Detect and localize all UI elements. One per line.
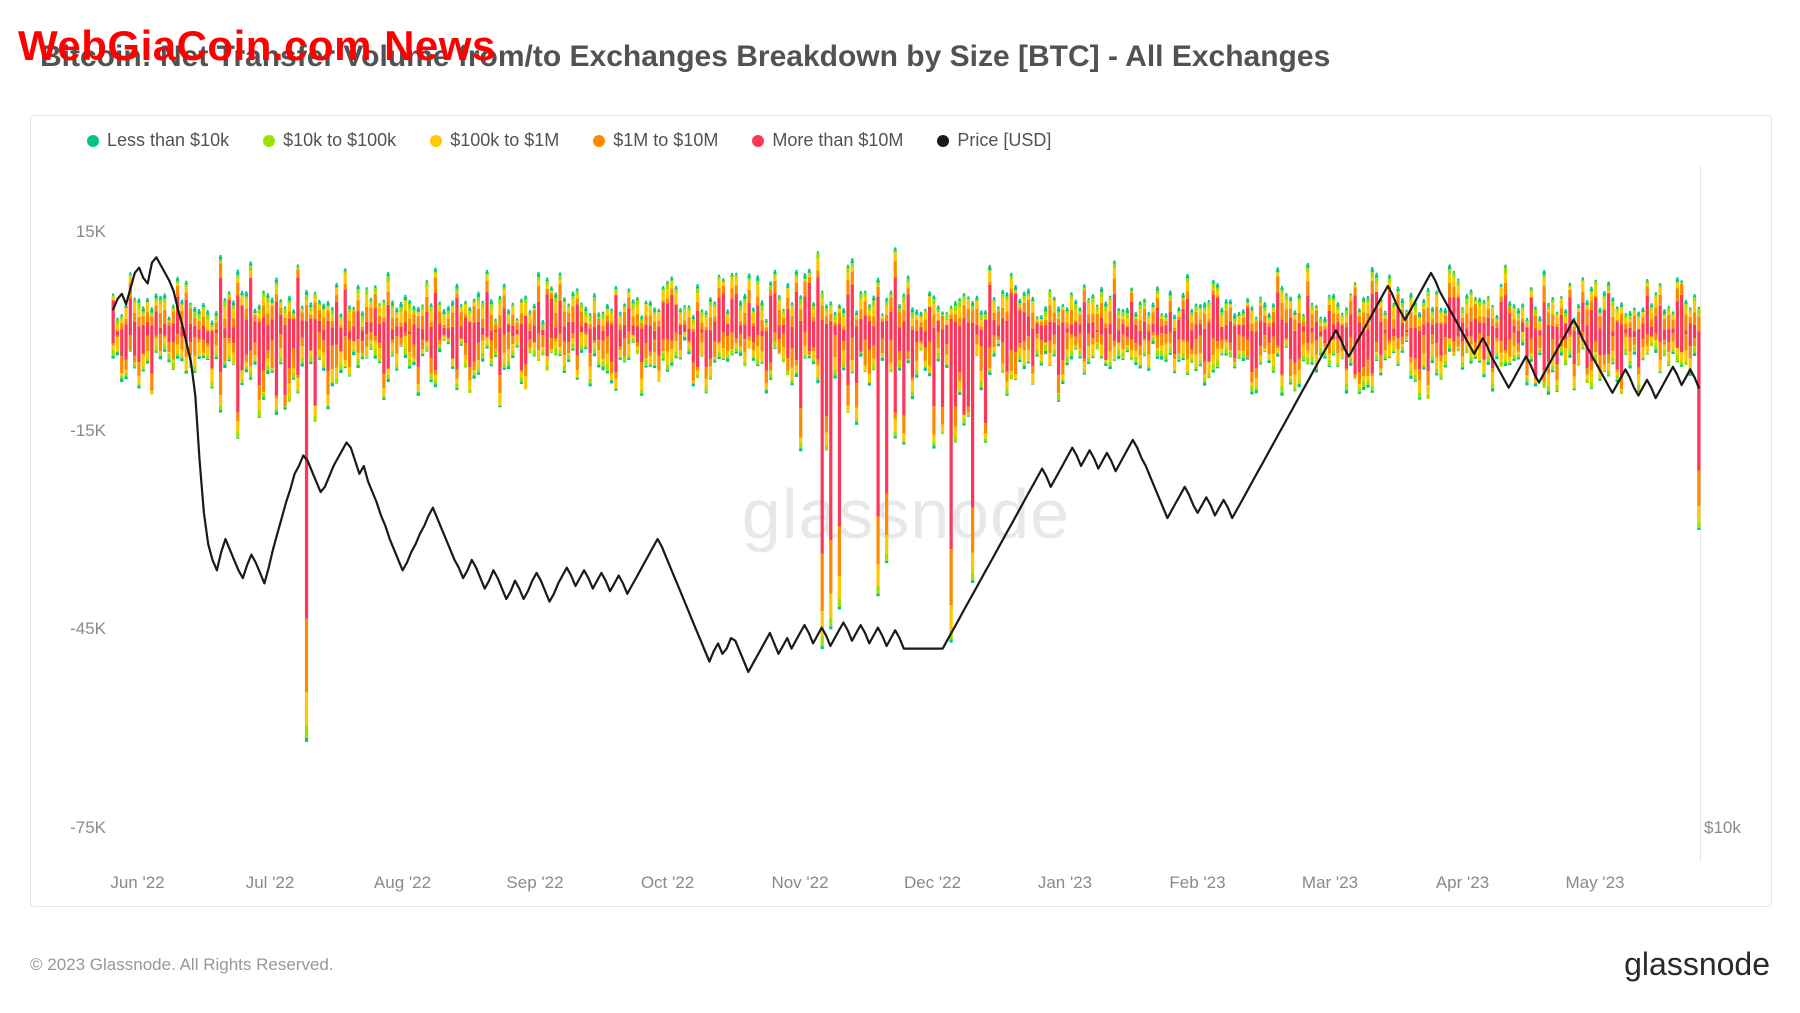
- legend-item: $10k to $100k: [263, 130, 396, 151]
- legend-label: More than $10M: [772, 130, 903, 151]
- x-tick: Aug '22: [374, 873, 431, 893]
- legend-dot: [752, 135, 764, 147]
- y-tick-left: -15K: [51, 421, 106, 441]
- legend-label: Less than $10k: [107, 130, 229, 151]
- x-tick: May '23: [1566, 873, 1625, 893]
- y-tick-right: $10k: [1704, 818, 1759, 838]
- legend-label: Price [USD]: [957, 130, 1051, 151]
- x-tick: Jun '22: [110, 873, 164, 893]
- x-tick: Sep '22: [506, 873, 563, 893]
- legend-dot: [937, 135, 949, 147]
- legend-dot: [263, 135, 275, 147]
- legend-label: $1M to $10M: [613, 130, 718, 151]
- x-tick: Nov '22: [771, 873, 828, 893]
- price-line-layer: [111, 166, 1701, 861]
- y-tick-left: 15K: [51, 222, 106, 242]
- x-tick: Feb '23: [1169, 873, 1225, 893]
- footer: © 2023 Glassnode. All Rights Reserved. g…: [30, 946, 1770, 983]
- plot-area: glassnode 15K-15K-45K-75K$10kJun '22Jul …: [111, 166, 1701, 861]
- y-tick-left: -75K: [51, 818, 106, 838]
- x-tick: Jan '23: [1038, 873, 1092, 893]
- x-tick: Oct '22: [641, 873, 694, 893]
- y-tick-left: -45K: [51, 619, 106, 639]
- legend-dot: [593, 135, 605, 147]
- x-tick: Dec '22: [904, 873, 961, 893]
- legend-dot: [87, 135, 99, 147]
- x-tick: Mar '23: [1302, 873, 1358, 893]
- legend-label: $10k to $100k: [283, 130, 396, 151]
- legend-item: $100k to $1M: [430, 130, 559, 151]
- legend-item: More than $10M: [752, 130, 903, 151]
- brand-logo: glassnode: [1624, 946, 1770, 983]
- chart-title: Bitcoin: Net Transfer Volume from/to Exc…: [40, 40, 1330, 74]
- x-tick: Jul '22: [246, 873, 295, 893]
- legend-dot: [430, 135, 442, 147]
- chart-container: Less than $10k $10k to $100k $100k to $1M $…: [30, 115, 1772, 907]
- x-tick: Apr '23: [1436, 873, 1489, 893]
- legend-item: Price [USD]: [937, 130, 1051, 151]
- legend-item: Less than $10k: [87, 130, 229, 151]
- legend-label: $100k to $1M: [450, 130, 559, 151]
- legend-item: $1M to $10M: [593, 130, 718, 151]
- copyright-text: © 2023 Glassnode. All Rights Reserved.: [30, 955, 334, 975]
- legend: Less than $10k $10k to $100k $100k to $1M $…: [87, 130, 1051, 151]
